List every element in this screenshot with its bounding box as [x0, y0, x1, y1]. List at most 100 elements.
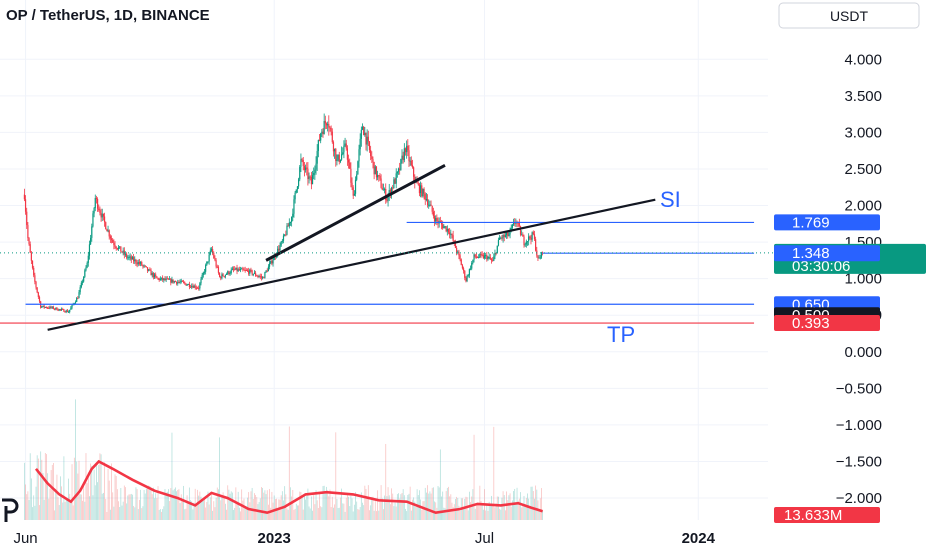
candle-body	[166, 278, 168, 280]
volume-bar	[248, 492, 250, 520]
candle	[121, 251, 123, 254]
candle-body	[505, 232, 508, 236]
volume-bar	[334, 504, 336, 520]
volume-bar	[422, 501, 424, 520]
candle-body	[428, 204, 430, 206]
candle-body	[442, 224, 444, 229]
candle	[141, 260, 143, 267]
candle	[167, 278, 170, 280]
candle-body	[80, 282, 82, 288]
volume-bar	[441, 496, 442, 520]
candle	[400, 158, 402, 171]
volume-bar	[175, 487, 176, 520]
candle-body	[234, 269, 236, 271]
candle	[465, 276, 467, 283]
volume-bar	[515, 502, 517, 520]
candle	[370, 145, 372, 161]
candle-body	[238, 269, 240, 271]
candle	[284, 234, 286, 237]
candle-body	[517, 222, 519, 224]
tradingview-logo-icon[interactable]	[2, 498, 19, 522]
candle-body	[408, 150, 410, 162]
candle-body	[78, 292, 80, 299]
volume-bar	[107, 468, 109, 520]
candle	[202, 271, 204, 278]
candle-body	[414, 176, 416, 183]
volume-bar	[523, 495, 525, 520]
candle-body	[150, 270, 152, 276]
candle	[222, 273, 224, 277]
volume-bar	[313, 495, 315, 520]
trendlines	[47, 163, 656, 331]
candle	[171, 276, 173, 284]
candle-body	[390, 187, 393, 195]
candle	[293, 195, 295, 218]
candle-body	[252, 273, 254, 275]
volume-bar	[195, 503, 197, 520]
volume-bar	[458, 505, 460, 520]
candle-body	[284, 234, 286, 236]
candle-body	[208, 254, 210, 262]
volume-bar	[111, 463, 112, 520]
candle-body	[311, 175, 314, 185]
volume-bar	[381, 498, 383, 520]
volume-bar	[75, 399, 76, 520]
candle-body	[178, 282, 180, 284]
currency-button[interactable]: USDT	[778, 2, 920, 29]
candle-body	[529, 236, 531, 239]
price-axis[interactable]: 4.0003.5003.0002.5002.0001.5001.0000.500…	[836, 51, 882, 507]
volume-bar	[360, 492, 362, 520]
candle-body	[98, 208, 100, 211]
candle	[69, 309, 71, 314]
candle-body	[115, 246, 117, 249]
volume-bar	[399, 498, 401, 520]
volume-bar	[427, 485, 428, 520]
candle	[272, 258, 274, 267]
candle	[399, 162, 401, 175]
candle	[360, 126, 362, 147]
volume-bar	[98, 465, 100, 520]
volume-bar	[477, 504, 478, 520]
candle	[128, 254, 130, 261]
volume-bar	[173, 488, 175, 520]
volume-bar	[158, 510, 160, 520]
candle-body	[523, 236, 525, 246]
volume-bar	[192, 509, 194, 520]
volume-bar	[372, 496, 374, 520]
volume-bar	[522, 505, 524, 520]
volume-bar	[320, 506, 322, 520]
candle	[196, 286, 199, 289]
candle-body	[232, 268, 235, 270]
volume-bar	[310, 496, 312, 520]
candle-body	[286, 225, 288, 235]
time-axis[interactable]: Jun 2023 Jul 2024	[13, 530, 715, 547]
candle	[122, 247, 124, 256]
volume-bar	[209, 497, 211, 520]
candle	[157, 277, 159, 281]
volume-bar	[509, 493, 511, 520]
candle-body	[278, 248, 280, 251]
candle	[101, 208, 103, 222]
candle	[392, 184, 394, 193]
candle	[352, 185, 354, 200]
candle-body	[481, 254, 483, 256]
candle	[280, 240, 282, 247]
candle	[56, 307, 58, 311]
candle	[216, 264, 218, 269]
candle	[244, 266, 246, 273]
volume-bar	[177, 490, 179, 520]
candle-body	[456, 247, 458, 253]
candle-body	[259, 276, 261, 278]
candle-body	[509, 229, 511, 235]
volume-bar	[119, 507, 121, 520]
candle-body	[486, 255, 488, 260]
candle-body	[382, 189, 385, 191]
candle-body	[482, 254, 484, 259]
candle-body	[105, 222, 107, 230]
volume-bar	[437, 486, 439, 520]
candle	[428, 199, 430, 209]
volume-bar	[263, 492, 265, 520]
volume-bar	[467, 510, 469, 520]
volume-bar	[213, 501, 215, 520]
